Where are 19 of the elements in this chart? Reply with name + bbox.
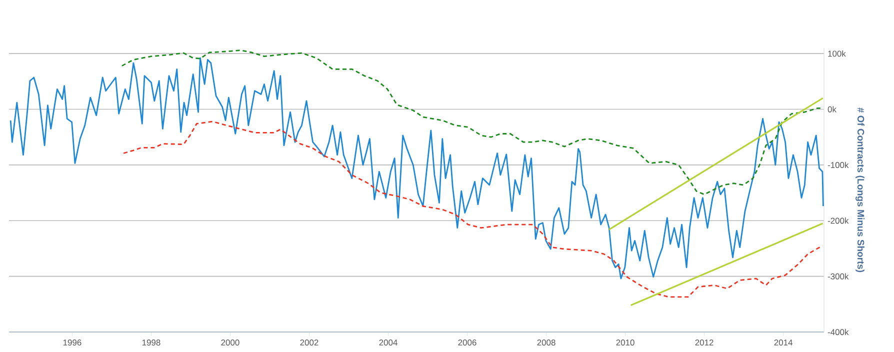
x-tick-label: 1996 — [63, 340, 82, 346]
x-tick-label: 2010 — [616, 340, 634, 346]
line-series — [10, 57, 824, 280]
line-series — [121, 50, 824, 196]
x-tick-label: 1998 — [142, 340, 160, 346]
x-tick-label: 2014 — [774, 340, 792, 346]
x-tick-label: 2004 — [379, 340, 398, 346]
x-tick-label: 2000 — [221, 340, 240, 346]
y-tick-label: -100k — [828, 162, 849, 168]
x-tick-label: 2002 — [300, 340, 318, 346]
y-tick-label: 100k — [828, 50, 846, 57]
x-tick-label: 2012 — [695, 340, 714, 346]
y-tick-label: -200k — [828, 218, 849, 224]
y-tick-label: -300k — [828, 273, 849, 280]
y-axis-title: # Of Contracts (Longs Minus Shorts) — [856, 108, 864, 272]
x-tick-label: 2006 — [458, 340, 476, 346]
x-tick-label: 2008 — [537, 340, 556, 346]
y-tick-label: -400k — [828, 328, 849, 336]
y-tick-label: 0k — [828, 106, 836, 112]
